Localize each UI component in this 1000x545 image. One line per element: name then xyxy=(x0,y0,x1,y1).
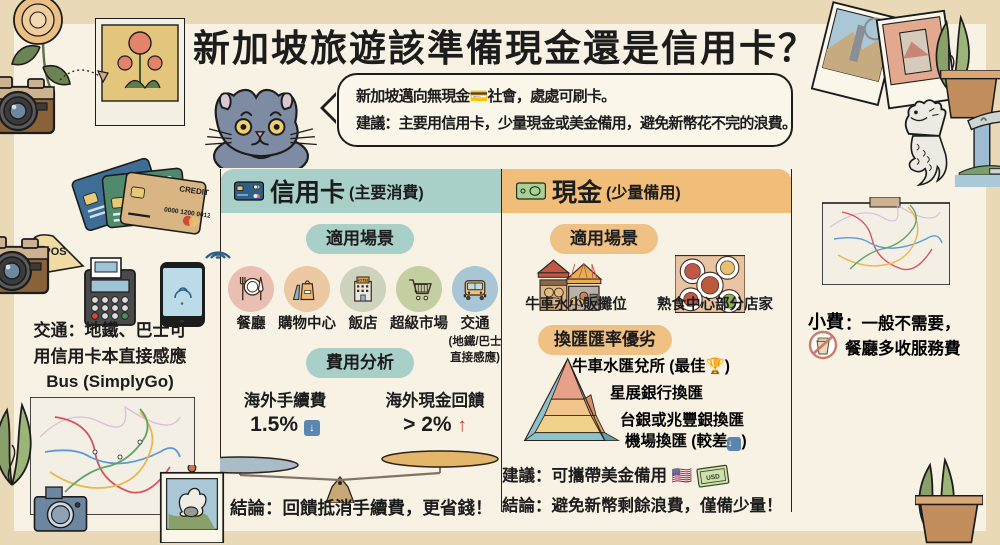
svg-text:HOTEL: HOTEL xyxy=(357,279,370,283)
svg-text:USD: USD xyxy=(706,473,721,482)
